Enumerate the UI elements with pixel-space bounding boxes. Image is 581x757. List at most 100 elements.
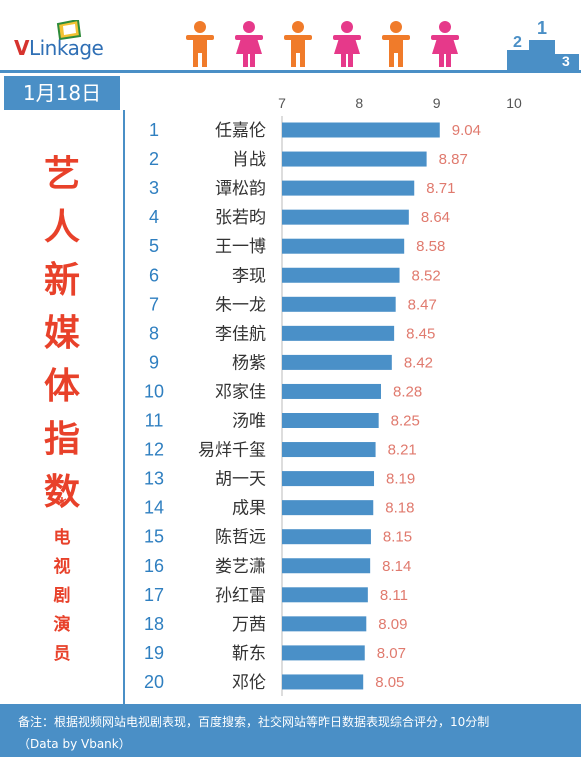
rank-label: 8 <box>149 323 159 343</box>
rank-label: 5 <box>149 236 159 256</box>
category-label: 张若昀 <box>215 208 266 228</box>
category-label: 易烊千玺 <box>198 441 266 461</box>
subtitle-char: 视 <box>53 557 71 577</box>
value-label: 8.07 <box>377 645 406 662</box>
subtitle-char: 演 <box>53 615 71 635</box>
main-title: 艺 人 新 媒 体 指 数 <box>34 148 90 519</box>
person-icon-male <box>382 21 410 67</box>
footer-note-bar: 备注：根据视频网站电视剧表现，百度搜索，社交网站等昨日数据表现综合评分，10分制… <box>0 704 581 757</box>
person-icon-male <box>186 21 214 67</box>
bar <box>282 122 440 138</box>
x-tick-label: 9 <box>433 95 441 111</box>
bar <box>282 325 395 341</box>
rank-label: 1 <box>149 120 159 140</box>
logo-linkage: Linkage <box>28 36 104 60</box>
bar <box>282 267 400 283</box>
value-label: 8.11 <box>380 587 408 604</box>
category-label: 成果 <box>232 499 266 519</box>
category-label: 李现 <box>232 266 266 286</box>
category-label: 邓家佳 <box>215 382 266 402</box>
rank-label: 9 <box>149 352 159 372</box>
bar <box>282 238 405 254</box>
x-tick-label: 10 <box>506 95 522 111</box>
bar <box>282 645 365 661</box>
title-panel-border <box>123 110 125 704</box>
bar <box>282 151 427 167</box>
category-label: 王一博 <box>215 237 266 257</box>
podium-icon: 2 1 3 <box>507 18 579 70</box>
value-label: 8.05 <box>375 674 404 691</box>
rank-label: 16 <box>144 556 164 576</box>
category-label: 陈哲远 <box>215 528 266 548</box>
rank-label: 13 <box>144 469 164 489</box>
value-label: 8.64 <box>421 209 450 226</box>
value-label: 8.52 <box>412 267 441 284</box>
title-star: * <box>57 494 67 515</box>
value-label: 8.21 <box>388 442 417 459</box>
category-label: 肖战 <box>232 150 266 170</box>
title-char: 体 <box>43 366 80 407</box>
bar <box>282 616 367 632</box>
rank-label: 7 <box>149 294 159 314</box>
category-label: 朱一龙 <box>215 295 266 315</box>
bar <box>282 558 371 574</box>
bar <box>282 180 415 196</box>
bar <box>282 413 379 428</box>
bar <box>282 674 364 690</box>
logo-v: V <box>14 36 29 60</box>
value-label: 8.45 <box>406 325 435 342</box>
rank-label: 10 <box>144 381 164 401</box>
rank-label: 12 <box>144 440 164 460</box>
sub-title: 电 视 剧 演 员 <box>44 524 80 669</box>
value-label: 8.09 <box>378 616 407 633</box>
ranking-bar-chart: 7 8 9 10 1 任嘉伦 9.04 2 肖战 8.87 3 谭松韵 8.71 4 张若昀 8.64 5 王一博… <box>144 95 522 696</box>
person-icon-female <box>333 21 361 67</box>
category-label: 李佳航 <box>215 324 266 344</box>
footer-note: 备注：根据视频网站电视剧表现，百度搜索，社交网站等昨日数据表现综合评分，10分制 <box>18 715 490 729</box>
bar <box>282 209 409 225</box>
vlinkage-logo: VLinkage <box>14 20 134 60</box>
category-label: 谭松韵 <box>215 179 266 199</box>
value-label: 8.42 <box>404 354 433 371</box>
bar <box>282 383 381 399</box>
rank-label: 17 <box>144 585 164 605</box>
rank-label: 6 <box>149 265 159 285</box>
rank-label: 15 <box>144 527 164 547</box>
svg-text:2: 2 <box>513 34 522 51</box>
value-label: 8.18 <box>385 500 414 517</box>
category-label: 邓伦 <box>232 673 266 693</box>
rank-label: 3 <box>149 178 159 198</box>
category-label: 孙红雷 <box>215 586 266 606</box>
title-char: 指 <box>43 419 80 460</box>
rank-label: 11 <box>145 411 164 431</box>
category-label: 胡一天 <box>215 470 266 490</box>
value-label: 8.15 <box>383 529 412 546</box>
title-char: 新 <box>43 260 80 301</box>
rank-label: 14 <box>144 498 164 518</box>
title-char: 媒 <box>43 313 80 354</box>
title-char: 人 <box>43 207 80 248</box>
bar <box>282 500 374 516</box>
value-label: 8.71 <box>426 180 455 197</box>
rank-label: 20 <box>144 672 164 692</box>
value-label: 8.87 <box>439 151 468 168</box>
value-label: 8.28 <box>393 383 422 400</box>
person-icon-male <box>284 21 312 67</box>
title-char: 艺 <box>43 154 80 195</box>
value-label: 8.19 <box>386 471 415 488</box>
category-label: 汤唯 <box>232 412 266 432</box>
logo-text: VLinkage <box>14 36 104 60</box>
title-char: 数 <box>43 472 80 513</box>
bar <box>282 471 375 487</box>
value-label: 8.58 <box>416 238 445 255</box>
category-label: 娄艺潇 <box>215 557 266 577</box>
category-label: 任嘉伦 <box>215 121 266 141</box>
bar <box>282 587 368 603</box>
bar <box>282 354 392 370</box>
category-label: 万茜 <box>232 615 266 635</box>
category-label: 杨紫 <box>232 353 266 373</box>
category-label: 靳东 <box>232 644 266 664</box>
bar <box>282 442 376 458</box>
person-icon-female <box>235 21 263 67</box>
x-tick-label: 7 <box>278 95 286 111</box>
